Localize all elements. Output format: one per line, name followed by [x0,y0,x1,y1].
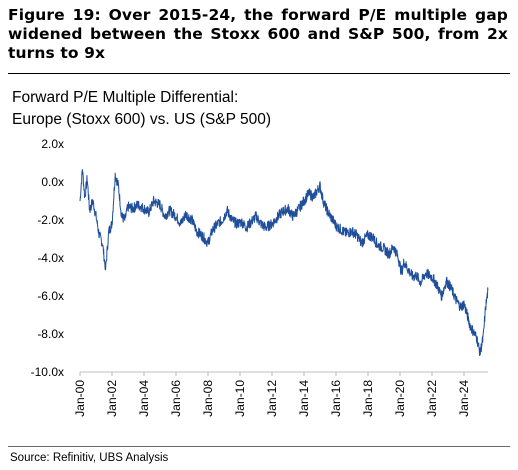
x-tick-label: Jan-02 [105,380,119,417]
x-tick-label: Jan-00 [73,380,87,417]
chart-title: Forward P/E Multiple Differential: Europ… [12,87,271,131]
x-axis: Jan-00 Jan-02 Jan-04 Jan-06 Jan-08 Jan-10 Jan-… [73,371,488,417]
chart-title-line-2: Europe (Stoxx 600) vs. US (S&P 500) [12,111,272,128]
source-divider [8,446,510,447]
series-line [79,169,489,356]
x-tick-label: Jan-12 [265,380,279,417]
chart-title-line-1: Forward P/E Multiple Differential: [12,89,239,106]
y-tick-label: -6.0x [37,289,64,303]
y-tick-label: -2.0x [37,213,64,227]
y-tick-label: -8.0x [37,327,64,341]
plot-area [79,169,489,356]
x-tick-label: Jan-08 [201,380,215,417]
y-tick-label: 2.0x [41,137,64,151]
y-tick-label: -10.0x [31,365,64,379]
x-tick-label: Jan-06 [169,380,183,417]
x-tick-label: Jan-04 [137,380,151,417]
x-tick-label: Jan-10 [233,380,247,417]
figure-title: Figure 19: Over 2015-24, the forward P/E… [8,6,508,62]
x-tick-label: Jan-16 [329,380,343,417]
y-axis: 2.0x 0.0x -2.0x -4.0x -6.0x -8.0x -10.0x [31,137,64,379]
source-note: Source: Refinitiv, UBS Analysis [10,452,169,464]
title-divider [8,73,510,74]
x-tick-label: Jan-18 [361,380,375,417]
x-tick-label: Jan-22 [425,380,439,417]
x-tick-label: Jan-24 [457,380,471,417]
x-tick-label: Jan-20 [393,380,407,417]
y-tick-label: -4.0x [37,251,64,265]
y-tick-label: 0.0x [41,175,64,189]
x-tick-label: Jan-14 [297,380,311,417]
